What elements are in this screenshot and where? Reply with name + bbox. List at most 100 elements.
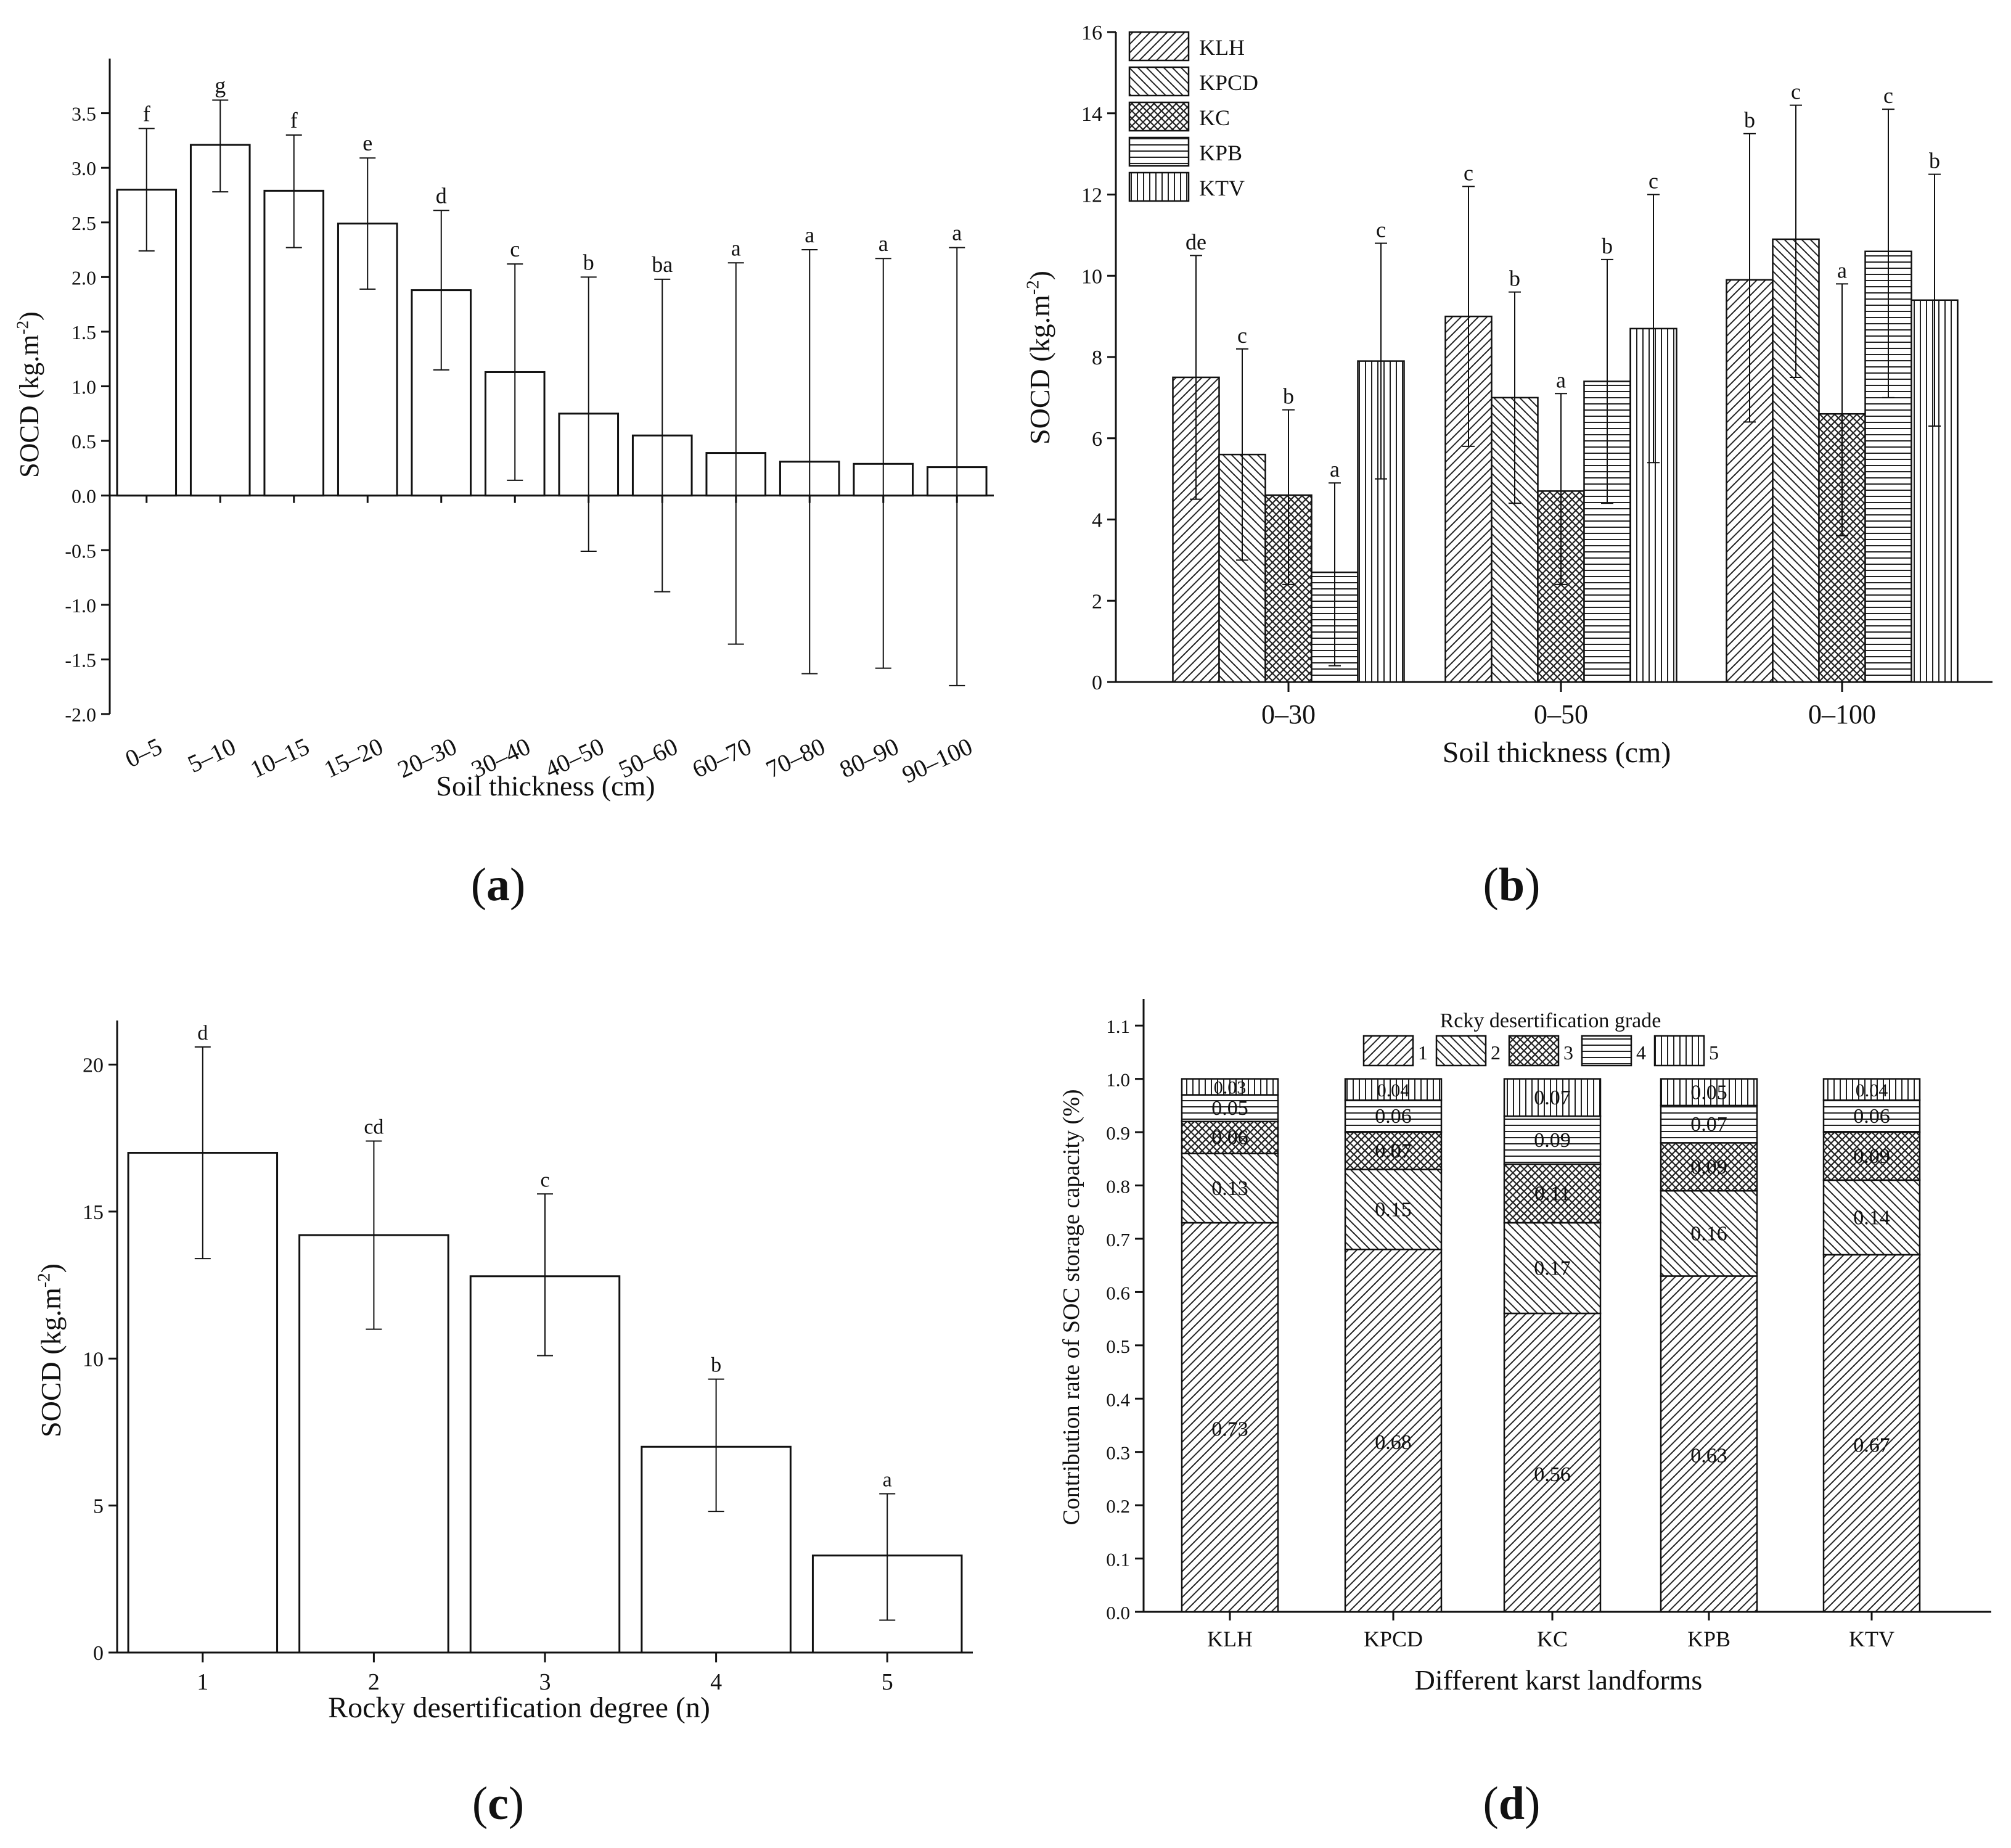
chart-panel-c: 0 5 10 15 20 1 d 2 cd 3 c 4 b 5 a Rocky desertification… xyxy=(35,1021,973,1724)
y-tick-label: 0 xyxy=(93,1642,104,1665)
significance-letter: d xyxy=(436,183,447,208)
x-tick-label: KLH xyxy=(1207,1627,1253,1651)
x-axis-label: Soil thickness (cm) xyxy=(436,770,655,802)
significance-letter: a xyxy=(883,1469,892,1492)
significance-letter: b xyxy=(1929,149,1940,173)
segment-value-label: 0.06 xyxy=(1375,1105,1412,1128)
y-tick-label: 2.5 xyxy=(72,212,96,234)
y-tick-label: 0.4 xyxy=(1106,1389,1130,1410)
x-tick-label: 80–90 xyxy=(835,732,903,783)
segment-value-label: 0.56 xyxy=(1534,1463,1571,1486)
stacked-bar-segment xyxy=(1344,1131,1443,1170)
segment-value-label: 0.04 xyxy=(1377,1080,1410,1101)
legend-label: KPCD xyxy=(1199,70,1258,95)
stacked-bar-segment xyxy=(1503,1078,1602,1117)
y-tick-label: 10 xyxy=(83,1348,104,1371)
y-tick-label: 0.2 xyxy=(1106,1495,1130,1517)
significance-letter: e xyxy=(362,131,372,155)
significance-letter: c xyxy=(1464,160,1473,185)
significance-letter: a xyxy=(1330,457,1340,482)
segment-value-label: 0.11 xyxy=(1534,1182,1570,1205)
y-tick-label: 3.5 xyxy=(72,103,96,125)
y-tick-label: 2.0 xyxy=(72,266,96,289)
panel-label-c: (c) xyxy=(472,1778,524,1830)
significance-letter: a xyxy=(805,223,814,247)
segment-value-label: 0.03 xyxy=(1214,1078,1247,1098)
segment-value-label: 0.16 xyxy=(1690,1222,1727,1245)
stacked-bar-segment xyxy=(1660,1078,1758,1107)
x-tick-label: 0–30 xyxy=(1261,699,1316,729)
segment-value-label: 0.09 xyxy=(1534,1129,1571,1152)
x-axis-label: Soil thickness (cm) xyxy=(1443,736,1671,769)
segment-value-label: 0.73 xyxy=(1211,1418,1248,1441)
legend-swatch xyxy=(1128,171,1190,202)
stacked-bar-segment xyxy=(1503,1163,1602,1224)
y-tick-label: 0.3 xyxy=(1106,1442,1130,1464)
segment-value-label: 0.15 xyxy=(1375,1198,1412,1221)
y-tick-label: 6 xyxy=(1092,428,1102,451)
x-tick-label: 10–15 xyxy=(246,732,314,783)
y-tick-label: -2.0 xyxy=(65,704,96,726)
y-tick-label: -1.0 xyxy=(65,594,96,617)
y-tick-label: 14 xyxy=(1081,103,1102,126)
legend-label: 5 xyxy=(1709,1041,1719,1064)
legend-swatch xyxy=(1128,31,1190,62)
y-tick-label: 1.5 xyxy=(72,321,96,343)
chart-panel-a: 3.5 3.0 2.5 2.0 1.5 1.0 0.5 0.0 -0.5 -1.0 -1.5 -2.0… xyxy=(13,59,994,802)
significance-letter: b xyxy=(1509,266,1520,291)
stacked-bar-segment xyxy=(1181,1152,1279,1224)
x-tick-label: 5 xyxy=(882,1669,893,1695)
segment-value-label: 0.06 xyxy=(1853,1105,1890,1128)
x-tick-label: 0–50 xyxy=(1534,699,1588,729)
stacked-bar-segment xyxy=(1503,1222,1602,1315)
legend-swatch xyxy=(1435,1035,1487,1067)
x-tick-label: 60–70 xyxy=(688,732,756,783)
y-tick-label: 0.5 xyxy=(1106,1336,1130,1357)
significance-letter: b xyxy=(1283,384,1294,409)
chart-panel-b: 0 2 4 6 8 10 12 14 16 0–30 de c b a c 0–50 c b a b c 0–100 b c a… xyxy=(1024,22,1993,769)
significance-letter: b xyxy=(583,250,594,274)
segment-value-label: 0.09 xyxy=(1690,1156,1727,1178)
legend-title: Rcky desertification grade xyxy=(1440,1009,1661,1032)
x-tick-label: 70–80 xyxy=(761,732,829,783)
y-tick-label: 10 xyxy=(1081,265,1102,288)
y-tick-label: 8 xyxy=(1092,347,1102,369)
significance-letter: c xyxy=(1791,80,1801,104)
y-axis-label: SOCD (kg.m-2) xyxy=(13,311,44,478)
y-tick-label: 1.0 xyxy=(1106,1069,1130,1091)
segment-value-label: 0.13 xyxy=(1211,1177,1248,1200)
y-tick-label: 20 xyxy=(83,1054,104,1077)
x-tick-label: 2 xyxy=(368,1669,380,1695)
significance-letter: g xyxy=(215,73,226,97)
x-tick-label: 5–10 xyxy=(184,732,240,778)
x-tick-label: 3 xyxy=(539,1669,551,1695)
segment-value-label: 0.68 xyxy=(1375,1431,1412,1454)
stacked-bar-segment xyxy=(1660,1275,1758,1613)
stacked-bar-segment xyxy=(1344,1078,1443,1101)
segment-value-label: 0.67 xyxy=(1853,1434,1890,1456)
y-tick-label: 2 xyxy=(1092,590,1102,613)
stacked-bar-segment xyxy=(1822,1131,1921,1181)
legend-label: KTV xyxy=(1199,176,1245,200)
y-tick-label: 15 xyxy=(83,1201,104,1224)
x-tick-label: KPB xyxy=(1687,1627,1730,1651)
significance-letter: a xyxy=(952,220,962,245)
x-tick-label: 90–100 xyxy=(898,732,977,788)
significance-letter: c xyxy=(1883,83,1893,108)
y-tick-label: 0.7 xyxy=(1106,1229,1130,1250)
y-tick-label: 0.0 xyxy=(1106,1602,1130,1624)
x-tick-label: 0–5 xyxy=(121,732,166,773)
y-tick-label: -1.5 xyxy=(65,649,96,671)
stacked-bar-segment xyxy=(1181,1120,1279,1154)
significance-letter: f xyxy=(143,101,150,126)
legend-swatch xyxy=(1362,1035,1414,1067)
significance-letter: b xyxy=(1602,234,1613,258)
legend-swatch xyxy=(1508,1035,1560,1067)
legend-label: 4 xyxy=(1636,1041,1646,1064)
segment-value-label: 0.07 xyxy=(1534,1086,1571,1109)
legend-label: KPB xyxy=(1199,141,1242,165)
stacked-bar-segment xyxy=(1181,1078,1279,1096)
legend-swatch xyxy=(1653,1035,1705,1067)
y-tick-label: 5 xyxy=(93,1495,104,1518)
legend-label: KLH xyxy=(1199,35,1245,60)
